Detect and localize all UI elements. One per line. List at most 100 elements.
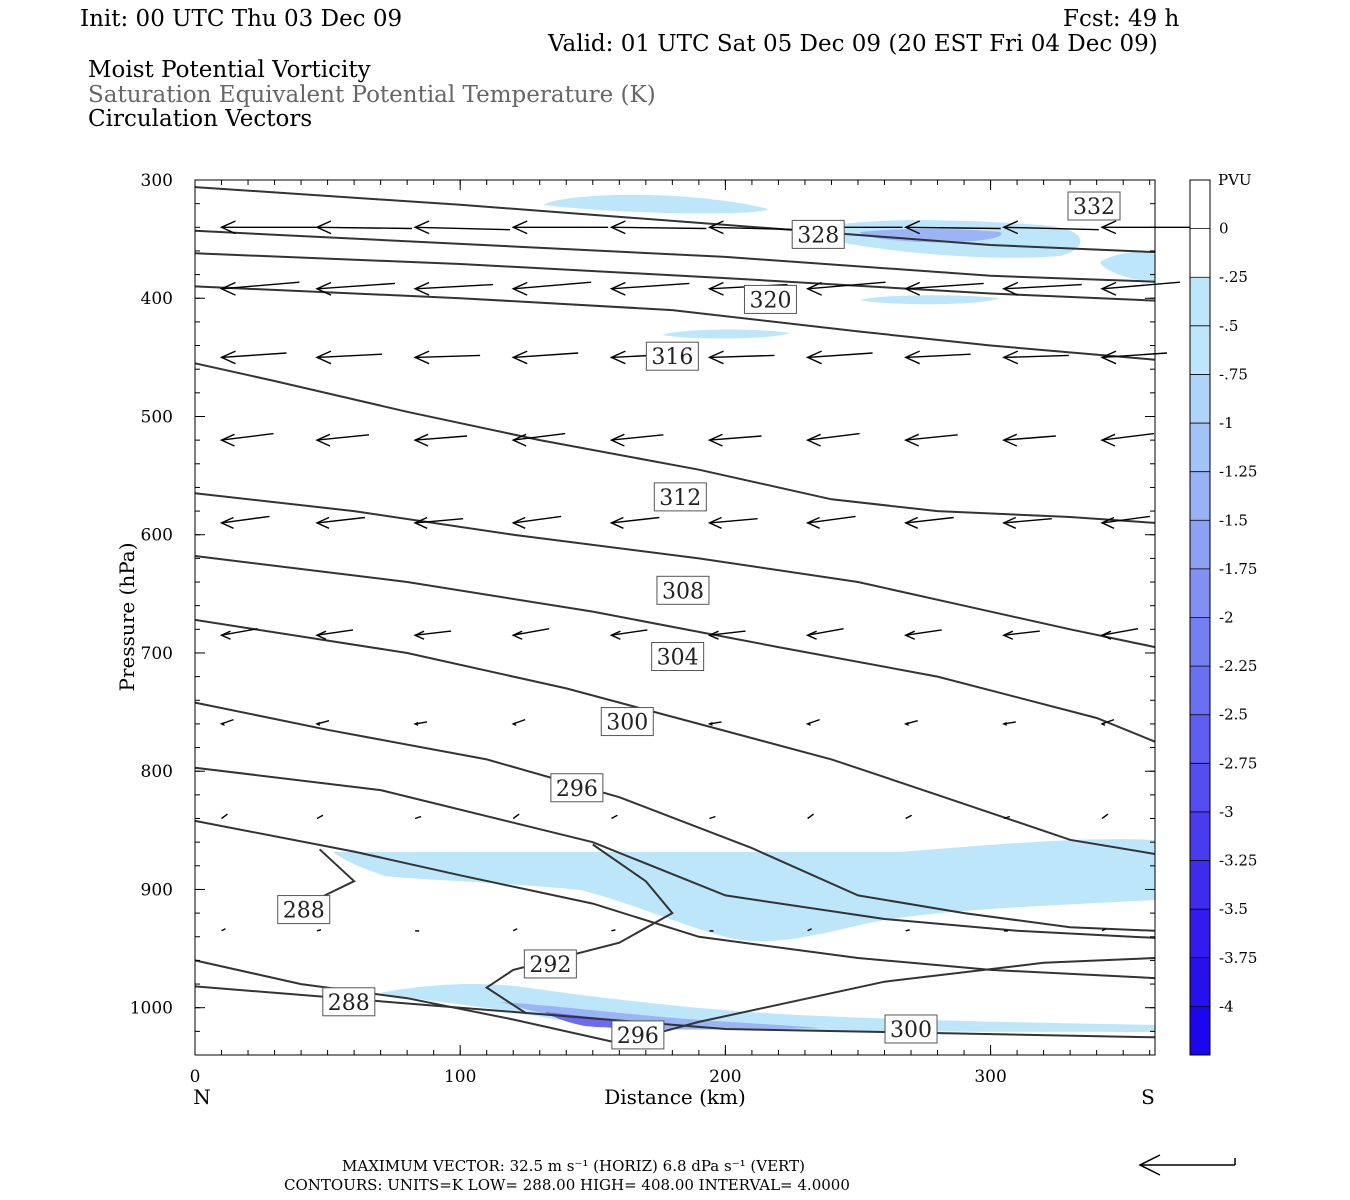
- vector-shaft: [414, 815, 422, 820]
- vector-head: [903, 721, 909, 726]
- contour-line: [194, 618, 1156, 855]
- contours-text: CONTOURS: UNITS=K LOW= 288.00 HIGH= 408.…: [284, 1176, 850, 1194]
- vector-head: [1002, 433, 1018, 447]
- vector-shaft: [611, 226, 707, 230]
- vector-head: [903, 281, 920, 296]
- vector-head: [1100, 630, 1112, 640]
- colorbar-label: -2.25: [1219, 657, 1257, 675]
- svg-text:292: 292: [529, 953, 571, 978]
- vector-head: [219, 721, 225, 726]
- svg-text:300: 300: [606, 711, 648, 736]
- vector-head: [1100, 281, 1117, 296]
- colorbar-swatch: [1190, 520, 1210, 570]
- vector-shaft: [807, 628, 844, 636]
- vector-shaft: [221, 928, 226, 932]
- vector-shaft: [221, 515, 270, 524]
- colorbar-swatch: [1190, 423, 1210, 473]
- max-vector-text: MAXIMUM VECTOR: 32.5 m s⁻¹ (HORIZ) 6.8 d…: [342, 1157, 805, 1175]
- colorbar-label: -3: [1219, 803, 1234, 821]
- vector-head: [1002, 630, 1014, 640]
- x-tick-label: 100: [444, 1067, 476, 1087]
- vector-head: [315, 721, 321, 726]
- vector-head: [609, 220, 626, 235]
- vector-head: [511, 220, 528, 235]
- vector-head: [413, 281, 430, 296]
- colorbar-swatch: [1190, 277, 1210, 327]
- contour-line: [194, 229, 1156, 283]
- mpv-shading: [333, 194, 1155, 1032]
- vector-head: [609, 433, 625, 447]
- colorbar-swatch: [1190, 374, 1210, 424]
- valid-time: Valid: 01 UTC Sat 05 Dec 09 (20 EST Fri …: [547, 31, 1158, 57]
- vector-head: [707, 516, 722, 529]
- contour-label: 316: [645, 341, 699, 371]
- vector-head: [315, 433, 331, 447]
- vector-shaft: [905, 434, 958, 441]
- vector-shaft: [905, 929, 910, 932]
- vector-head: [903, 516, 918, 529]
- vector-head: [1002, 721, 1008, 726]
- vector-head: [707, 433, 723, 447]
- vector-shaft: [709, 435, 762, 441]
- vector-head: [805, 516, 820, 529]
- svg-text:304: 304: [657, 646, 699, 671]
- vector-head: [413, 516, 428, 529]
- y-tick-label: 700: [141, 644, 173, 664]
- vector-head: [511, 281, 528, 296]
- mpv-region-upper-3: [1100, 251, 1155, 282]
- contour-label: 308: [656, 575, 710, 605]
- vector-shaft: [807, 928, 812, 932]
- vector-shaft: [415, 226, 511, 231]
- vector-head: [511, 433, 527, 447]
- svg-text:320: 320: [749, 288, 791, 313]
- contour-label: 296: [611, 1020, 665, 1050]
- y-tick-label: 300: [141, 171, 173, 191]
- colorbar-swatch: [1190, 1006, 1210, 1056]
- vector-head: [903, 220, 920, 235]
- contour-line: [194, 252, 1156, 302]
- vector-head: [315, 516, 330, 529]
- colorbar: 0 -.25 -.5 -.75 -1 -1.25 -1.5 -1.75 -2 -2.25 -2.5 -…: [1189, 179, 1257, 1056]
- x-tick-label: 300: [974, 1067, 1006, 1087]
- vector-head: [609, 350, 626, 365]
- vector-shaft: [905, 353, 971, 359]
- colorbar-swatch: [1190, 957, 1210, 1007]
- vector-shaft: [1101, 515, 1151, 524]
- vector-shaft: [316, 516, 366, 524]
- mpv-region-upper-2-core: [860, 229, 1002, 243]
- axis-ticks: 300 400 500 600 700 800 900 1000 0 100 200 300: [130, 171, 1155, 1087]
- forecast-hour: Fcst: 49 h: [1063, 6, 1180, 32]
- plot-frame: [194, 179, 1156, 1056]
- vector-head: [609, 281, 626, 296]
- vector-head: [1100, 433, 1116, 447]
- y-tick-label: 500: [141, 407, 173, 427]
- contour-label: 296: [550, 773, 604, 803]
- contour-label: 300: [884, 1014, 938, 1044]
- vector-shaft: [513, 628, 550, 636]
- colorbar-swatch: [1190, 325, 1210, 375]
- vector-shaft: [807, 813, 815, 820]
- svg-text:296: 296: [556, 777, 598, 802]
- svg-text:288: 288: [328, 991, 370, 1016]
- vector-head: [219, 516, 234, 529]
- vector-shaft: [709, 226, 805, 231]
- svg-text:308: 308: [662, 579, 704, 604]
- vector-shaft: [415, 354, 481, 359]
- contour-label: 304: [651, 642, 705, 672]
- contour-labels: 332 328 320 316 312 308 304 300 296 288 292 288 296 3…: [277, 191, 1121, 1050]
- vector-shaft: [709, 518, 758, 524]
- contour-line: [484, 843, 674, 1015]
- svg-text:300: 300: [890, 1018, 932, 1043]
- vector-shaft: [1101, 928, 1107, 932]
- vector-shaft: [316, 814, 324, 820]
- vector-head: [219, 350, 236, 365]
- vector-shaft: [807, 515, 856, 524]
- vector-shaft: [709, 630, 746, 636]
- vector-shaft: [1003, 226, 1099, 231]
- colorbar-label: -.25: [1219, 268, 1248, 286]
- vector-shaft: [221, 281, 300, 290]
- vector-head: [511, 350, 528, 365]
- vector-head: [609, 516, 624, 529]
